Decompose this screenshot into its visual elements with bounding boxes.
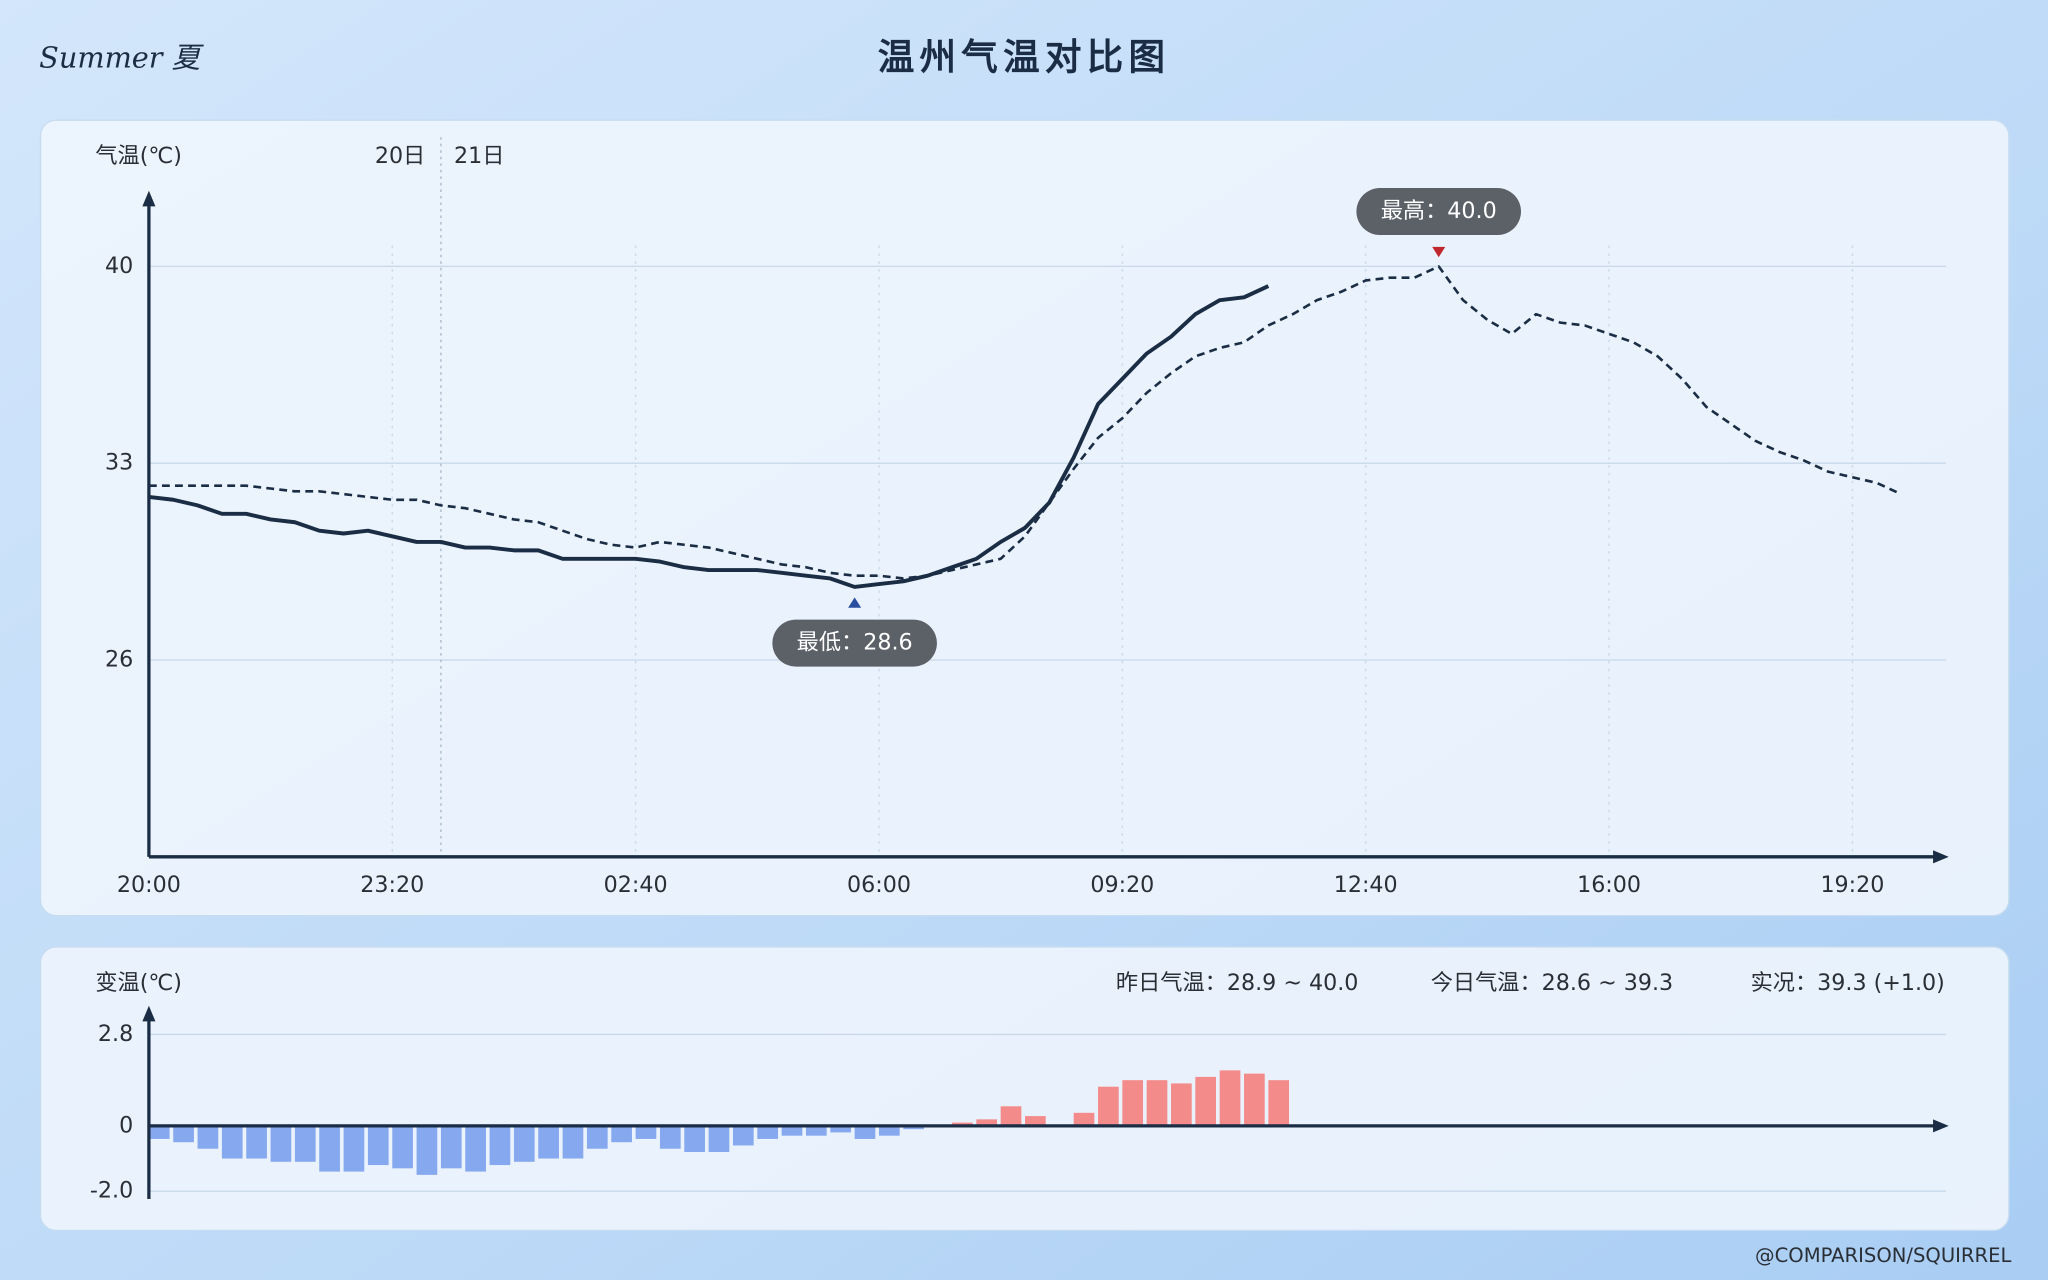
bar [903, 1125, 925, 1130]
bar [1024, 1116, 1046, 1126]
annotation-label: 最高：40.0 [1381, 198, 1497, 224]
bar [830, 1125, 851, 1133]
bar [1073, 1112, 1095, 1126]
x-axis-arrow [1933, 1119, 1949, 1133]
bar [1195, 1076, 1217, 1126]
y-tick-label: 26 [105, 647, 133, 673]
bar [1219, 1070, 1241, 1126]
bar [294, 1125, 316, 1162]
x-tick-label: 12:40 [1334, 872, 1398, 898]
x-axis-arrow [1933, 850, 1949, 864]
y-tick-label: 40 [105, 253, 133, 279]
annotation-marker [848, 597, 862, 608]
x-tick-label: 19:20 [1820, 872, 1884, 898]
bar [635, 1125, 657, 1139]
bar [659, 1125, 681, 1149]
panel [39, 946, 2010, 1232]
bar [246, 1125, 267, 1159]
bar [1146, 1080, 1168, 1126]
line-series [148, 265, 1902, 580]
bar [465, 1125, 486, 1172]
panel [39, 119, 2010, 917]
summary: 今日气温：28.6 ~ 39.3 [1431, 970, 1673, 996]
bar [1268, 1080, 1290, 1126]
bar [757, 1125, 778, 1139]
x-tick-label: 23:20 [360, 872, 424, 898]
x-tick-label: 16:00 [1577, 872, 1641, 898]
y-axis-title: 变温(℃) [95, 970, 182, 996]
bar [1098, 1086, 1119, 1126]
bar [1244, 1073, 1265, 1126]
line-series [148, 284, 1270, 589]
summary: 昨日气温：28.9 ~ 40.0 [1116, 970, 1358, 996]
bar [221, 1125, 243, 1159]
y-tick-label: 33 [105, 450, 133, 476]
footer: @COMPARISON/SQUIRREL [1755, 1244, 2011, 1267]
summary: 实况：39.3 (+1.0) [1751, 970, 1945, 996]
bar [854, 1125, 876, 1139]
bar [878, 1125, 900, 1136]
title: 温州气温对比图 [878, 36, 1171, 79]
bar [440, 1125, 462, 1169]
bar [1171, 1083, 1192, 1126]
y-tick-label: 0 [119, 1112, 133, 1138]
bar [805, 1125, 827, 1136]
x-tick-label: 02:40 [604, 872, 668, 898]
bar [513, 1125, 535, 1162]
bar [562, 1125, 584, 1159]
logo: Summer 夏 [39, 41, 204, 75]
y-axis-arrow [142, 190, 156, 207]
day-label: 21日 [454, 143, 504, 169]
y-tick-label: -2.0 [90, 1178, 133, 1204]
annotation-box [772, 619, 937, 667]
bar [538, 1125, 559, 1159]
y-axis-title: 气温(℃) [95, 143, 182, 169]
annotation-box [1356, 188, 1521, 236]
y-tick-label: 2.8 [98, 1021, 133, 1047]
bar [611, 1125, 632, 1143]
bar [708, 1125, 730, 1152]
bar [343, 1125, 365, 1172]
x-tick-label: 09:20 [1090, 872, 1154, 898]
x-tick-label: 06:00 [847, 872, 911, 898]
bar [489, 1125, 511, 1166]
bar [976, 1119, 998, 1126]
bar [732, 1125, 754, 1146]
bar [197, 1125, 219, 1149]
bar [173, 1125, 194, 1143]
bar [367, 1125, 389, 1166]
bar [781, 1125, 803, 1136]
bar [270, 1125, 292, 1162]
bar [1000, 1106, 1022, 1126]
bar [586, 1125, 608, 1149]
day-label: 20日 [375, 143, 425, 169]
bar [392, 1125, 413, 1169]
bar [148, 1125, 170, 1139]
bar [319, 1125, 340, 1172]
annotation-marker [1432, 246, 1446, 258]
bar [1122, 1080, 1144, 1126]
annotation-label: 最低：28.6 [797, 630, 913, 656]
x-tick-label: 20:00 [117, 872, 181, 898]
bar [416, 1125, 438, 1175]
y-axis-arrow [142, 1005, 156, 1022]
bar [684, 1125, 705, 1152]
